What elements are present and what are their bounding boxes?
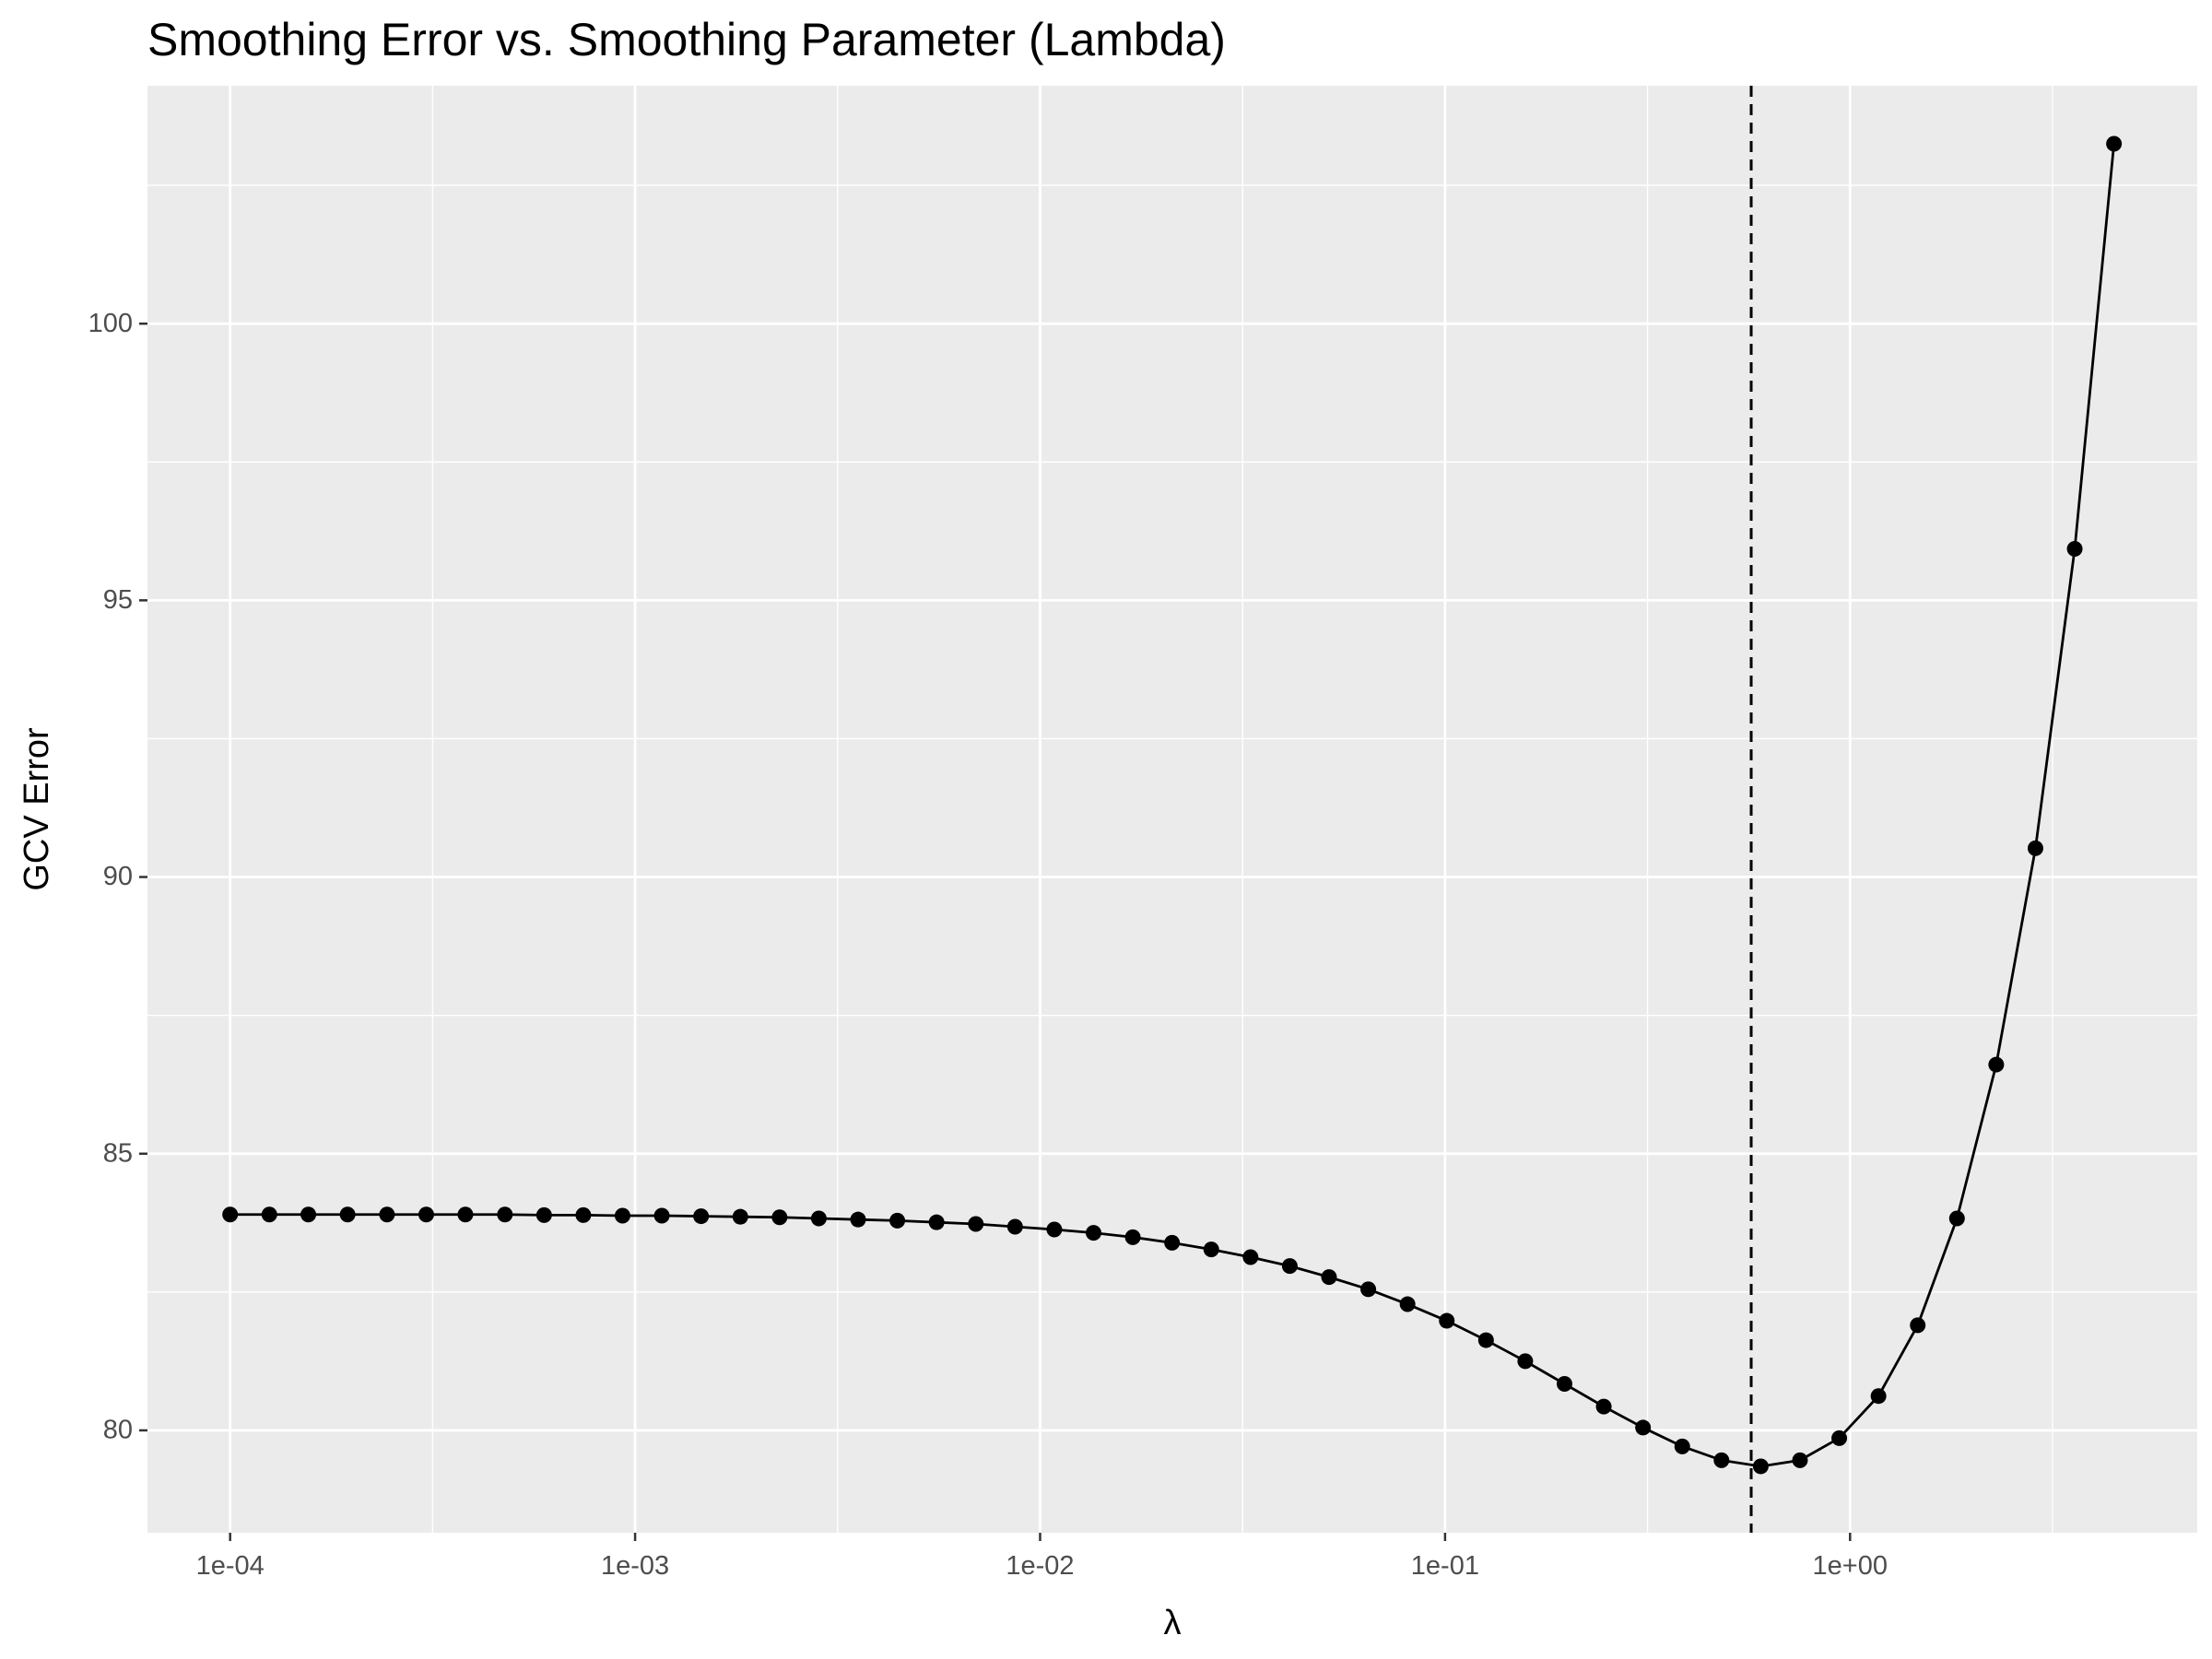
gridlines [147, 86, 2197, 1533]
data-point [810, 1210, 827, 1227]
data-point [1124, 1229, 1141, 1245]
data-point [1321, 1269, 1337, 1286]
data-point [300, 1206, 317, 1223]
axes: 1e-04 1e-03 1e-02 1e-01 1e+00 80 85 90 95 100 [88, 309, 1888, 1581]
data-point [693, 1208, 710, 1225]
data-point [968, 1216, 984, 1232]
x-tick-label: 1e-03 [601, 1551, 669, 1581]
data-point [222, 1206, 239, 1223]
plot-panel [147, 86, 2197, 1533]
data-point [535, 1206, 552, 1223]
data-point [1752, 1458, 1769, 1475]
data-point [1006, 1218, 1023, 1235]
data-point [1910, 1317, 1926, 1334]
data-point [1674, 1438, 1690, 1454]
data-point [928, 1214, 945, 1230]
data-point [1988, 1056, 2005, 1073]
data-point [1360, 1281, 1377, 1298]
data-point [1046, 1221, 1063, 1238]
data-point [1713, 1452, 1730, 1468]
data-point [1086, 1225, 1102, 1241]
data-point [732, 1208, 748, 1225]
data-point [261, 1206, 277, 1223]
data-point [339, 1206, 356, 1223]
x-tick-label: 1e-02 [1006, 1551, 1074, 1581]
data-point [1203, 1241, 1219, 1258]
data-point [418, 1206, 434, 1223]
data-point [1281, 1258, 1298, 1275]
y-axis-title: GCV Error [18, 727, 56, 891]
y-tick-label: 85 [103, 1138, 133, 1168]
data-point [1556, 1375, 1572, 1392]
y-tick-label: 95 [103, 585, 133, 615]
data-point [850, 1211, 866, 1228]
x-axis-title: λ [1164, 1604, 1182, 1642]
data-point [575, 1206, 592, 1223]
x-tick-label: 1e-01 [1411, 1551, 1479, 1581]
data-point [614, 1207, 630, 1224]
y-tick-label: 90 [103, 862, 133, 891]
data-point [1399, 1296, 1416, 1312]
data-point [1439, 1312, 1455, 1329]
y-tick-label: 100 [88, 309, 133, 338]
data-point [653, 1207, 670, 1224]
data-point [889, 1212, 906, 1229]
data-point [1831, 1430, 1848, 1446]
data-point [1635, 1419, 1652, 1436]
data-point [2106, 135, 2123, 152]
data-point [2066, 541, 2083, 558]
data-point [457, 1206, 474, 1223]
data-point [1242, 1249, 1259, 1265]
data-point [497, 1206, 513, 1223]
data-point [1517, 1353, 1534, 1370]
x-tick-label: 1e+00 [1813, 1551, 1888, 1581]
y-tick-label: 80 [103, 1416, 133, 1445]
data-point [2027, 840, 2043, 856]
data-point [771, 1209, 788, 1226]
chart-title: Smoothing Error vs. Smoothing Parameter … [147, 14, 1226, 65]
data-point [1477, 1332, 1494, 1348]
data-point [1595, 1398, 1612, 1415]
x-tick-label: 1e-04 [196, 1551, 265, 1581]
gcv-points [222, 135, 2123, 1475]
data-point [1792, 1452, 1808, 1468]
data-point [1164, 1234, 1181, 1251]
data-point [1870, 1388, 1887, 1405]
data-point [379, 1206, 395, 1223]
data-point [1948, 1210, 1965, 1227]
